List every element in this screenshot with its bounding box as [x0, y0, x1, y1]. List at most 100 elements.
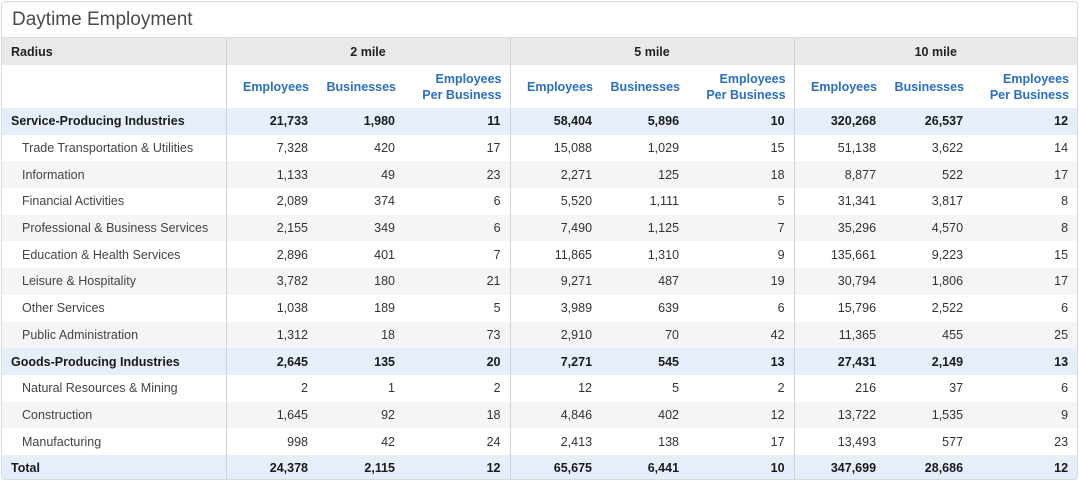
cell-businesses: 49 [317, 161, 404, 189]
column-header-row: Employees Businesses Employees Per Busines… [2, 65, 1077, 108]
total-row: Total 24,378 2,115 12 65,675 6,441 10 347,699 28… [2, 454, 1077, 479]
cell-employees: 21,733 [225, 108, 317, 135]
cell-businesses: 1,310 [647, 247, 680, 262]
cell-employees-per-business: 25 [972, 321, 1077, 349]
cell-businesses: 189 [374, 301, 395, 316]
cell-employees-per-business: 2 [493, 381, 501, 396]
cell-employees-per-business: 11 [404, 108, 511, 135]
cell-employees-per-business: 12 [688, 401, 795, 429]
cell-employees: 30,794 [793, 268, 886, 295]
cell-businesses: 135 [317, 348, 404, 375]
row-label: Natural Resources & Mining [22, 381, 178, 396]
cell-businesses: 1,111 [649, 194, 680, 209]
cell-businesses: 26,537 [885, 108, 973, 135]
cell-employees: 15,088 [509, 134, 602, 162]
table-body: Service-Producing Industries 21,733 1,980 1… [2, 108, 1077, 479]
cell-employees-per-business: 15 [1054, 247, 1069, 262]
cell-employees: 1,645 [225, 401, 317, 429]
cell-employees: 8,877 [793, 161, 886, 189]
cell-employees: 3,782 [225, 268, 317, 295]
cell-employees: 216 [793, 374, 886, 402]
cell-businesses: 639 [658, 301, 680, 316]
cell-businesses: 522 [885, 161, 973, 189]
cell-employees-per-business: 14 [1054, 141, 1069, 156]
row-label: Public Administration [2, 321, 226, 349]
category-row: Service-Producing Industries 21,733 1,980 1… [2, 108, 1077, 135]
cell-businesses: 487 [601, 268, 689, 295]
cell-employees-per-business: 7 [493, 247, 501, 262]
cell-employees-per-business: 9 [777, 247, 785, 262]
column-header-employees-per-business: Employees Per Business [972, 65, 1077, 108]
cell-employees: 1,038 [225, 294, 317, 322]
cell-employees-per-business: 13 [688, 348, 795, 375]
row-label: Service-Producing Industries [2, 108, 226, 135]
column-header-employees: Employees [793, 65, 886, 108]
cell-employees: 13,493 [793, 428, 886, 455]
cell-businesses: 420 [374, 141, 395, 156]
cell-businesses: 9,223 [931, 247, 964, 262]
cell-employees: 15,796 [793, 294, 886, 322]
cell-employees-per-business: 23 [1054, 434, 1069, 449]
cell-employees: 35,296 [793, 214, 886, 242]
cell-businesses: 1,806 [885, 268, 973, 295]
cell-businesses: 1,980 [317, 108, 404, 135]
table-row: Professional & Business Services 2,155 349… [2, 214, 1077, 242]
cell-employees: 7,328 [225, 134, 317, 162]
column-header-employees-per-business: Employees Per Business [404, 65, 511, 108]
cell-businesses: 5 [672, 381, 680, 396]
cell-businesses: 374 [374, 194, 395, 209]
cell-employees: 65,675 [509, 454, 602, 479]
cell-employees: 24,378 [225, 454, 317, 479]
cell-employees-per-business: 13 [972, 348, 1077, 375]
cell-businesses: 401 [374, 247, 395, 262]
column-header-businesses: Businesses [317, 65, 404, 108]
cell-employees: 11,365 [793, 321, 886, 349]
cell-businesses: 3,622 [931, 141, 964, 156]
cell-employees-per-business: 18 [688, 161, 795, 189]
cell-businesses: 3,817 [931, 194, 964, 209]
cell-businesses: 577 [942, 434, 964, 449]
cell-employees: 1,133 [225, 161, 317, 189]
table-row: Construction 1,645 92 18 4,846 402 12 13,722 1,5… [2, 401, 1077, 429]
cell-businesses: 455 [885, 321, 973, 349]
cell-employees-per-business: 17 [972, 268, 1077, 295]
row-label: Other Services [22, 301, 105, 316]
cell-employees: 7,271 [509, 348, 602, 375]
table-row: Information 1,133 49 23 2,271 125 18 8,877 522 17 [2, 161, 1077, 189]
column-header-businesses: Businesses [601, 65, 689, 108]
cell-businesses: 2,115 [317, 454, 404, 479]
cell-employees-per-business: 18 [404, 401, 511, 429]
cell-employees: 5,520 [509, 188, 602, 215]
cell-employees-per-business: 10 [688, 108, 795, 135]
cell-employees: 11,865 [509, 241, 602, 269]
table-row: Leisure & Hospitality 3,782 180 21 9,271 487 1… [2, 268, 1077, 295]
cell-businesses: 18 [317, 321, 404, 349]
cell-employees: 320,268 [793, 108, 886, 135]
cell-employees-per-business: 19 [688, 268, 795, 295]
cell-businesses: 2,149 [885, 348, 973, 375]
cell-employees-per-business: 20 [404, 348, 511, 375]
cell-businesses: 5,896 [601, 108, 689, 135]
column-header-businesses: Businesses [885, 65, 973, 108]
row-label: Leisure & Hospitality [2, 268, 226, 295]
cell-employees: 27,431 [793, 348, 886, 375]
cell-employees: 1,312 [225, 321, 317, 349]
row-label: Education & Health Services [22, 247, 181, 262]
cell-employees-per-business: 12 [404, 454, 511, 479]
cell-employees-per-business: 6 [404, 214, 511, 242]
cell-employees: 2,155 [225, 214, 317, 242]
table-row: Trade Transportation & Utilities 7,328 420… [2, 134, 1077, 162]
cell-businesses: 1,125 [601, 214, 689, 242]
cell-employees: 2,089 [225, 188, 317, 215]
column-header-employees-per-business: Employees Per Business [688, 65, 795, 108]
cell-employees-per-business: 2 [777, 381, 785, 396]
row-label: Trade Transportation & Utilities [22, 141, 194, 156]
cell-businesses: 42 [381, 434, 395, 449]
cell-businesses: 2,522 [931, 301, 964, 316]
cell-employees-per-business: 12 [972, 454, 1077, 479]
table-row: Financial Activities 2,089 374 6 5,520 1,111 5… [2, 188, 1077, 215]
cell-employees: 2,896 [225, 241, 317, 269]
cell-employees-per-business: 23 [404, 161, 511, 189]
cell-businesses: 1,029 [647, 141, 680, 156]
